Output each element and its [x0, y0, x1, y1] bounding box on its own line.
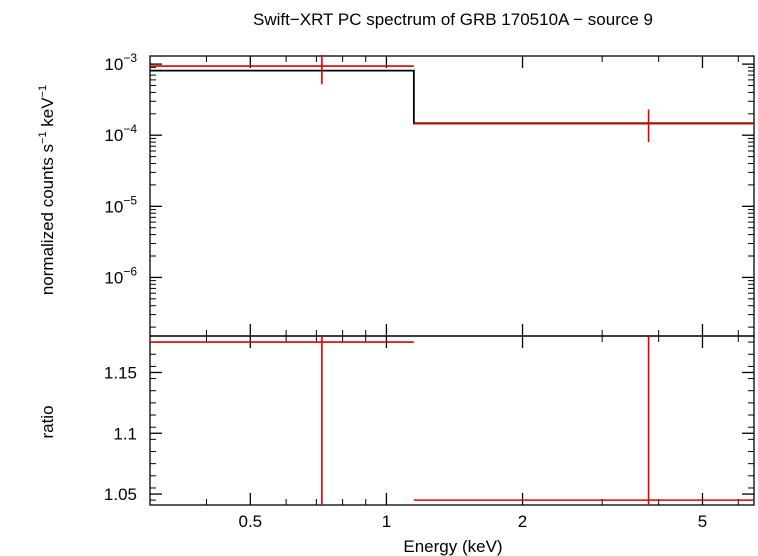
x-tick-label: 5 — [698, 512, 707, 531]
y-axis-label-mid: keV — [38, 97, 57, 132]
y-tick-label: 1.05 — [104, 485, 137, 504]
model-step-line — [150, 69, 754, 125]
y-tick-label: 10−6 — [104, 264, 137, 287]
y-tick-label: 1.15 — [104, 363, 137, 382]
panel-frame-spectrum — [149, 55, 755, 337]
x-tick-label: 0.5 — [238, 512, 262, 531]
y-axis-label-sup1: −1 — [37, 131, 49, 144]
plot-layer: 0.5 1 2 5 10−3 10−4 10−5 10−6 1.15 1.1 1.05 — [104, 51, 755, 531]
y-tick-label: 10−3 — [104, 51, 137, 74]
x-tick-label: 1 — [382, 512, 391, 531]
x-tick-label: 2 — [518, 512, 527, 531]
chart-title: Swift−XRT PC spectrum of GRB 170510A − s… — [253, 10, 653, 29]
y-tick-label: 1.1 — [113, 424, 137, 443]
y-axis-label-ratio: ratio — [38, 405, 57, 438]
y-axis-label-main: normalized counts s — [38, 144, 57, 295]
y-axis-label-spectrum: normalized counts s−1 keV−1 — [37, 85, 57, 295]
y-axis-label-sup2: −1 — [37, 85, 49, 98]
y-tick-label: 10−4 — [104, 122, 137, 145]
y-tick-label: 10−5 — [104, 193, 137, 216]
panel-frame-ratio — [149, 335, 755, 506]
x-axis-label: Energy (keV) — [403, 537, 502, 556]
